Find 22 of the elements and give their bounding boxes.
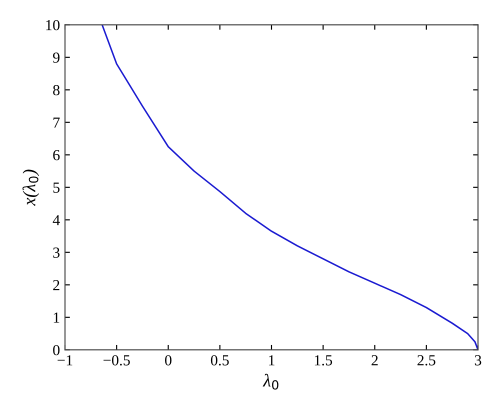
y-tick-label: 6 [53,150,60,160]
y-tick-label: 9 [52,52,60,63]
y-tick-label: 7 [54,118,60,128]
y-tick-label: 8 [53,84,60,96]
x-tick-label: 3 [474,355,482,366]
y-tick-label: 1 [54,312,60,323]
y-axis-title: x(λ$_{0}$) [22,170,40,206]
y-tick-label: 5 [53,182,60,193]
y-tick-label: 10 [46,20,60,30]
x-tick-label: −0.5 [104,355,130,366]
y-tick-label: 3 [53,248,60,258]
y-tick-label: 2 [53,280,60,290]
x-tick-label: 2.5 [417,355,436,366]
y-tick-label: 4 [52,215,60,226]
x-axis-title: λ$_{0}$ [262,374,278,390]
x-tick-label: 2 [372,355,378,366]
x-tick-label: −1 [58,355,72,366]
x-tick-label: 1 [269,355,274,366]
x-tick-label: 0.5 [210,355,229,366]
y-tick-label: 0 [53,344,60,356]
x-tick-label: 0 [165,355,172,366]
x-tick-label: 1.5 [314,355,332,366]
